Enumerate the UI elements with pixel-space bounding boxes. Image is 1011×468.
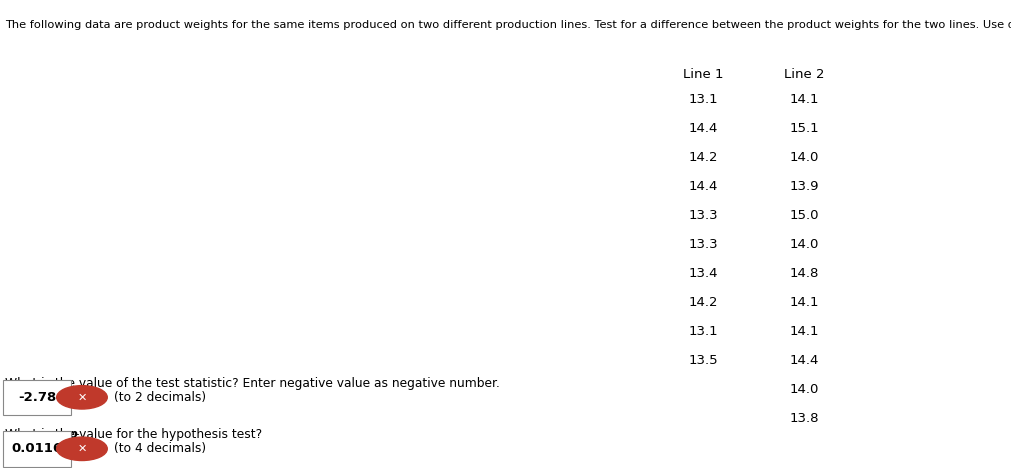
Text: 13.4: 13.4 (687, 267, 718, 279)
Text: 14.4: 14.4 (687, 122, 718, 134)
Text: What is the value of the test statistic? Enter negative value as negative number: What is the value of the test statistic?… (5, 377, 499, 390)
Text: p: p (68, 428, 77, 441)
Text: Line 1: Line 1 (682, 68, 723, 81)
Text: ✕: ✕ (77, 392, 87, 402)
Text: 13.3: 13.3 (687, 209, 718, 221)
Text: 15.1: 15.1 (789, 122, 819, 134)
Text: 13.9: 13.9 (789, 180, 819, 192)
Text: 14.0: 14.0 (789, 151, 819, 163)
Circle shape (57, 386, 107, 409)
Text: 13.1: 13.1 (687, 325, 718, 337)
Text: -value for the hypothesis test?: -value for the hypothesis test? (75, 428, 262, 441)
Text: (to 4 decimals): (to 4 decimals) (114, 442, 206, 455)
Text: Line 2: Line 2 (784, 68, 824, 81)
Text: ✕: ✕ (77, 444, 87, 454)
Text: 14.4: 14.4 (789, 354, 819, 366)
Text: 13.3: 13.3 (687, 238, 718, 250)
FancyBboxPatch shape (3, 431, 71, 467)
Text: 14.0: 14.0 (789, 238, 819, 250)
Text: 14.1: 14.1 (789, 296, 819, 308)
Text: 15.0: 15.0 (789, 209, 819, 221)
Text: 13.5: 13.5 (687, 354, 718, 366)
Text: 14.8: 14.8 (789, 267, 819, 279)
Text: 14.2: 14.2 (687, 151, 718, 163)
Text: (to 2 decimals): (to 2 decimals) (114, 391, 206, 404)
Text: 14.1: 14.1 (789, 325, 819, 337)
Text: 14.0: 14.0 (789, 383, 819, 395)
Circle shape (57, 437, 107, 461)
Text: The following data are product weights for the same items produced on two differ: The following data are product weights f… (5, 20, 1011, 29)
Text: 14.2: 14.2 (687, 296, 718, 308)
Text: What is the: What is the (5, 428, 79, 441)
Text: -2.78: -2.78 (18, 391, 56, 404)
Text: 0.0116: 0.0116 (11, 442, 63, 455)
Text: 13.8: 13.8 (789, 412, 819, 424)
Text: 14.1: 14.1 (789, 93, 819, 105)
Text: 14.4: 14.4 (687, 180, 718, 192)
FancyBboxPatch shape (3, 380, 71, 415)
Text: 13.1: 13.1 (687, 93, 718, 105)
